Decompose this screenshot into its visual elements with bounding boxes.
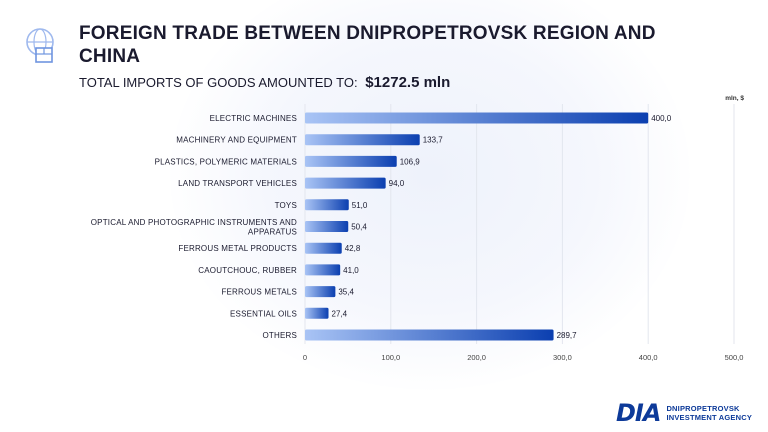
page-subtitle: TOTAL IMPORTS OF GOODS AMOUNTED TO: $127… bbox=[79, 74, 450, 91]
data-label: 106,9 bbox=[400, 157, 421, 166]
bar bbox=[305, 242, 342, 254]
category-label: CAOUTCHOUC, RUBBER bbox=[198, 266, 297, 275]
brand-mark: DIA bbox=[616, 399, 661, 427]
bar bbox=[305, 221, 349, 232]
bar bbox=[305, 134, 420, 146]
data-label: 94,0 bbox=[389, 179, 405, 188]
category-label: OPTICAL AND PHOTOGRAPHIC INSTRUMENTS AND… bbox=[91, 218, 297, 237]
category-label: MACHINERY AND EQUIPMENT bbox=[176, 136, 297, 145]
category-label: FERROUS METAL PRODUCTS bbox=[178, 244, 297, 253]
x-tick-label: 500,0 bbox=[725, 353, 744, 362]
total-imports-amount: $1272.5 mln bbox=[365, 74, 451, 91]
data-label: 50,4 bbox=[351, 223, 367, 232]
bar bbox=[305, 329, 554, 341]
bar bbox=[305, 155, 397, 167]
category-label: TOYS bbox=[275, 201, 297, 210]
data-label: 400,0 bbox=[651, 114, 672, 123]
data-label: 41,0 bbox=[343, 266, 359, 275]
background-glow bbox=[170, 0, 690, 390]
bar bbox=[305, 286, 336, 298]
x-tick-label: 200,0 bbox=[467, 353, 486, 362]
subtitle-prefix: TOTAL IMPORTS OF GOODS AMOUNTED TO: bbox=[79, 75, 358, 90]
x-tick-label: 100,0 bbox=[381, 353, 400, 362]
brand-name-line1: DNIPROPETROVSK bbox=[666, 404, 740, 413]
brand-name: DNIPROPETROVSK INVESTMENT AGENCY bbox=[666, 404, 752, 422]
globe-box-icon bbox=[26, 28, 54, 63]
data-label: 27,4 bbox=[332, 309, 348, 318]
x-tick-label: 400,0 bbox=[639, 353, 658, 362]
bar bbox=[305, 264, 341, 276]
brand-logo: DIA DNIPROPETROVSK INVESTMENT AGENCY bbox=[616, 400, 752, 426]
unit-label: mln, $ bbox=[725, 95, 744, 102]
page-title: FOREIGN TRADE BETWEEN DNIPROPETROVSK REG… bbox=[79, 23, 656, 67]
data-label: 42,8 bbox=[345, 244, 361, 253]
x-tick-label: 0 bbox=[303, 353, 307, 362]
category-label: OTHERS bbox=[262, 331, 297, 340]
bar bbox=[305, 177, 386, 189]
brand-name-line2: INVESTMENT AGENCY bbox=[666, 413, 753, 422]
x-tick-label: 300,0 bbox=[553, 353, 572, 362]
data-label: 289,7 bbox=[557, 331, 578, 340]
category-label: ELECTRIC MACHINES bbox=[210, 114, 297, 123]
bar bbox=[305, 112, 649, 124]
category-label: PLASTICS, POLYMERIC MATERIALS bbox=[155, 157, 297, 166]
bar bbox=[305, 199, 349, 211]
category-label: LAND TRANSPORT VEHICLES bbox=[178, 179, 297, 188]
data-label: 35,4 bbox=[338, 288, 354, 297]
data-label: 133,7 bbox=[423, 136, 444, 145]
category-label: FERROUS METALS bbox=[221, 288, 297, 297]
data-label: 51,0 bbox=[352, 201, 368, 210]
bar bbox=[305, 307, 329, 319]
category-label: ESSENTIAL OILS bbox=[230, 309, 297, 318]
